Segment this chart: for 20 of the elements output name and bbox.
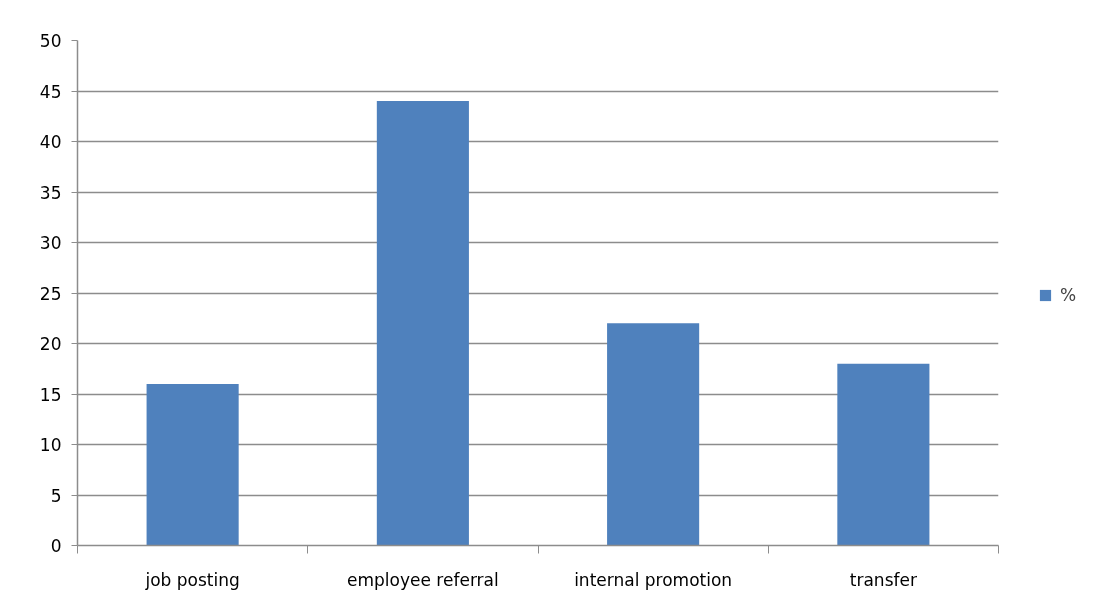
bar (837, 363, 930, 546)
y-tick-label: 25 (39, 283, 62, 304)
bar (376, 101, 469, 546)
y-tick-label: 30 (39, 233, 62, 253)
y-tick-label: 50 (39, 31, 62, 51)
bar (607, 323, 700, 546)
y-tick-label: 0 (50, 536, 62, 556)
y-tick-label: 40 (39, 132, 62, 152)
y-tick-label: 35 (39, 182, 62, 203)
x-tick-label: transfer (849, 569, 917, 590)
bar (146, 383, 239, 546)
y-tick-label: 45 (39, 81, 62, 102)
y-tick-label: 20 (39, 334, 62, 354)
y-tick-label: 10 (39, 435, 62, 455)
y-tick-label: 5 (50, 485, 62, 506)
x-tick-label: internal promotion (574, 569, 733, 590)
x-tick-label: employee referral (347, 569, 499, 590)
y-tick-label: 15 (39, 384, 62, 405)
legend-label: % (1060, 285, 1078, 305)
x-tick-label: job posting (144, 569, 240, 590)
